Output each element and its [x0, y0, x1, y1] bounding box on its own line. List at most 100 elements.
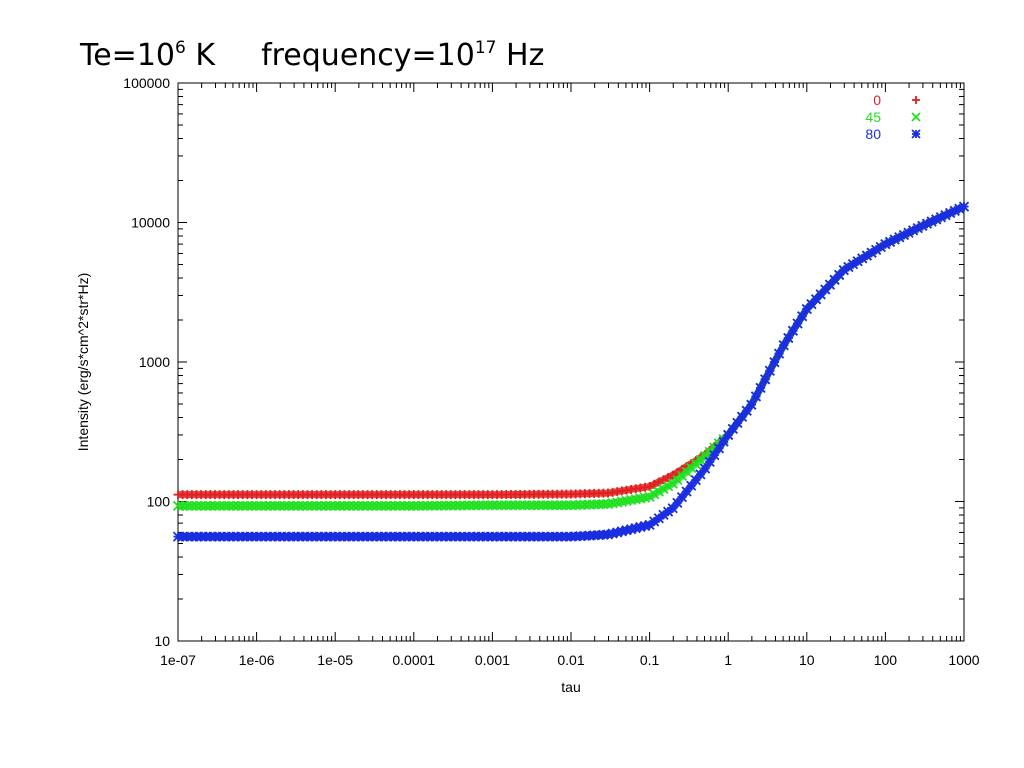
data-point: [501, 531, 512, 542]
data-point: [228, 531, 239, 542]
data-point: [519, 531, 530, 542]
frequency-exponent: 17: [474, 38, 497, 58]
data-point: [746, 399, 757, 410]
axis-ticks: 1e-07 1e-06 1e-05 0.0001 0.001 0.01 0.1 1 10 100 1…: [123, 75, 979, 668]
data-point: [394, 500, 406, 512]
data-point: [297, 531, 308, 542]
data-point: [172, 531, 184, 542]
data-point: [228, 500, 239, 512]
series-band: [177, 203, 966, 510]
data-point: [538, 500, 549, 511]
data-point: [219, 500, 230, 512]
data-point: [195, 531, 207, 542]
data-point: [736, 411, 748, 422]
data-point: [505, 500, 517, 511]
x-tick-label: 1e-05: [317, 652, 353, 668]
y-tick-label: 10000: [131, 215, 170, 231]
data-point: [390, 531, 401, 542]
data-point: [330, 531, 341, 542]
x-tick-label: 0.0001: [392, 652, 435, 668]
data-point: [320, 500, 332, 512]
data-point: [316, 500, 327, 512]
data-point: [376, 531, 387, 542]
data-point: [288, 531, 299, 542]
data-point: [214, 531, 225, 542]
data-point: [205, 531, 216, 542]
data-point: [778, 340, 789, 351]
data-point: [214, 500, 225, 512]
data-point: [399, 531, 410, 542]
data-point: [362, 531, 373, 542]
data-point: [482, 531, 493, 542]
data-point: [478, 531, 489, 542]
data-point: [436, 531, 447, 542]
data-point: [783, 332, 794, 344]
data-point: [325, 500, 336, 512]
data-point: [556, 500, 567, 511]
data-point: [450, 500, 461, 511]
data-point: [769, 357, 780, 368]
y-tick-label: 100000: [123, 75, 170, 91]
data-point: [390, 500, 401, 512]
data-point: [200, 531, 211, 542]
data-point: [445, 500, 456, 511]
data-point: [473, 500, 484, 511]
data-point: [454, 531, 466, 542]
data-point: [699, 463, 711, 474]
data-point: [417, 531, 429, 542]
data-point: [223, 531, 234, 542]
series-band: [177, 203, 966, 541]
data-point: [556, 531, 567, 542]
y-axis-label: Intensity (erg/s*cm^2*str*Hz): [75, 273, 91, 452]
data-point: [510, 531, 521, 542]
data-point: [441, 531, 452, 542]
data-point: [283, 531, 295, 542]
data-point: [399, 500, 410, 512]
x-tick-label: 0.1: [640, 652, 660, 668]
data-point: [339, 500, 350, 512]
data-point: [385, 500, 396, 512]
data-point: [343, 531, 355, 542]
x-tick-label: 10: [799, 652, 815, 668]
data-point: [209, 500, 221, 512]
series-80: [172, 201, 970, 542]
data-point: [773, 348, 785, 359]
data-point: [427, 500, 438, 511]
data-point: [385, 531, 396, 542]
data-point: [223, 500, 234, 512]
x-tick-label: 1000: [948, 652, 979, 668]
data-point: [473, 531, 484, 542]
data-point: [709, 449, 720, 461]
x-tick-label: 0.001: [475, 652, 510, 668]
data-point: [200, 500, 211, 512]
data-point: [491, 500, 503, 511]
legend-label: 45: [865, 109, 881, 125]
data-point: [422, 531, 433, 542]
data-point: [274, 500, 285, 512]
data-point: [353, 531, 364, 542]
data-point: [958, 201, 970, 212]
data-point: [524, 531, 535, 542]
data-point: [269, 500, 281, 512]
data-point: [316, 531, 327, 542]
data-point: [496, 531, 507, 542]
data-point: [404, 531, 415, 542]
data-point: [441, 500, 452, 511]
frequency-unit: Hz: [506, 38, 545, 73]
data-point: [491, 531, 503, 542]
data-point: [542, 531, 554, 542]
data-point: [727, 423, 738, 435]
data-point: [547, 500, 558, 511]
data-point: [468, 531, 480, 542]
data-point: [325, 531, 336, 542]
data-point: [297, 500, 308, 512]
data-point: [191, 500, 202, 512]
data-point: [427, 531, 438, 542]
data-point: [251, 531, 262, 542]
data-point: [528, 500, 540, 511]
data-point: [718, 436, 729, 447]
data-point: [787, 325, 799, 336]
data-point: [172, 500, 184, 512]
